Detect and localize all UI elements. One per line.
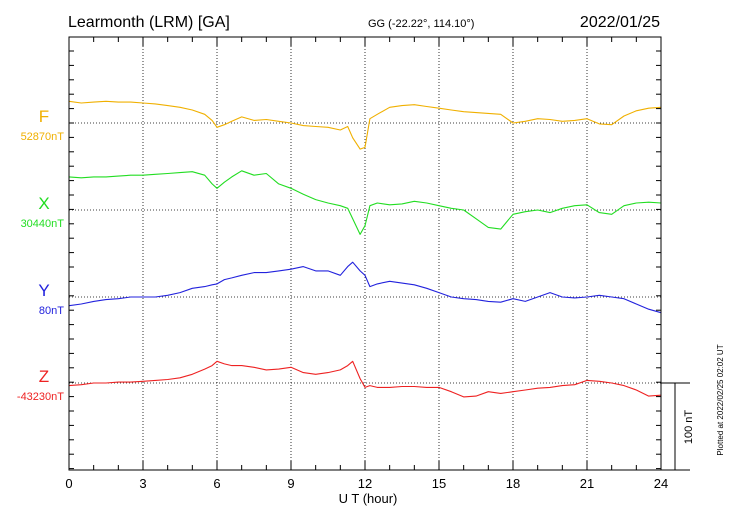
series-line-f xyxy=(68,100,662,150)
series-name-z: Z xyxy=(39,367,49,386)
coordinates-label: GG (-22.22°, 114.10°) xyxy=(368,18,474,30)
series-name-y: Y xyxy=(38,281,49,300)
x-tick-label: 9 xyxy=(287,476,294,491)
series-baseline-z: -43230nT xyxy=(17,391,64,403)
series-line-y xyxy=(68,261,662,314)
series-name-f: F xyxy=(39,107,49,126)
x-tick-label: 6 xyxy=(213,476,220,491)
plotted-timestamp: Plotted at 2022/02/25 02:02 UT xyxy=(716,344,725,455)
series-baseline-x: 30440nT xyxy=(21,218,65,230)
x-tick-label: 3 xyxy=(139,476,146,491)
x-axis-label: U T (hour) xyxy=(339,491,398,506)
scale-bar xyxy=(661,382,690,471)
station-title: Learmonth (LRM) [GA] xyxy=(68,14,230,31)
x-tick-label: 18 xyxy=(506,476,520,491)
series-line-x xyxy=(68,170,662,235)
series-baseline-y: 80nT xyxy=(39,305,64,317)
x-axis: 0 3 6 9 12 15 18 21 24 xyxy=(65,37,668,491)
x-tick-label: 12 xyxy=(358,476,372,491)
x-tick-label: 24 xyxy=(654,476,668,491)
x-tick-label: 21 xyxy=(580,476,594,491)
series-name-x: X xyxy=(38,194,49,213)
series-baseline-f: 52870nT xyxy=(21,131,65,143)
series-layer xyxy=(68,100,662,398)
date-label: 2022/01/25 xyxy=(580,14,660,31)
plot-grid xyxy=(69,37,661,470)
series-line-z xyxy=(68,360,662,398)
series-labels: F 52870nT X 30440nT Y 80nT Z -43230nT xyxy=(17,107,64,403)
x-tick-label: 15 xyxy=(432,476,446,491)
scale-bar-label: 100 nT xyxy=(683,410,695,445)
x-tick-label: 0 xyxy=(65,476,72,491)
